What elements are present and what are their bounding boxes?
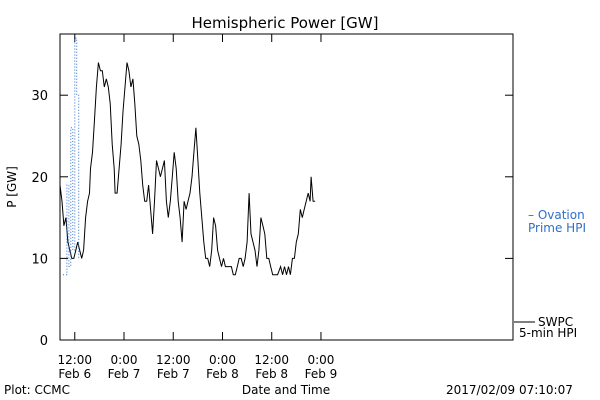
- x-tick-label-date: Feb 7: [108, 367, 141, 381]
- plot-credit: Plot: CCMC: [4, 383, 70, 397]
- x-axis-label: Date and Time: [242, 383, 330, 397]
- y-tick-label: 10: [31, 252, 48, 267]
- y-tick-label: 20: [31, 171, 48, 186]
- y-tick-label: 0: [40, 334, 48, 349]
- x-tick-label-time: 0:00: [209, 353, 236, 367]
- legend-ovation-line1: – Ovation: [528, 208, 585, 222]
- swpc-hpi-line: [59, 62, 316, 276]
- legend-ovation: – Ovation Prime HPI: [528, 208, 586, 235]
- series-layer: [59, 37, 316, 276]
- series-ovation: [63, 37, 80, 276]
- y-axis-label: P [GW]: [5, 166, 19, 208]
- legend-swpc-line1: SWPC: [538, 315, 573, 329]
- x-tick-label-date: Feb 8: [206, 367, 239, 381]
- plot-timestamp: 2017/02/09 07:10:07: [446, 383, 573, 397]
- x-tick-label-time: 0:00: [307, 353, 334, 367]
- legend-swpc: SWPC 5-min HPI: [514, 315, 577, 340]
- chart-title: Hemispheric Power [GW]: [192, 14, 379, 32]
- x-tick-label-time: 12:00: [57, 353, 92, 367]
- x-tick-label-date: Feb 9: [305, 367, 338, 381]
- plot-frame: [59, 33, 514, 341]
- series-swpc: [59, 62, 316, 276]
- x-tick-label-date: Feb 8: [255, 367, 288, 381]
- x-tick-label-time: 12:00: [254, 353, 289, 367]
- y-axis: 0 10 20 30: [31, 89, 513, 349]
- x-tick-label-time: 12:00: [156, 353, 191, 367]
- x-tick-label-date: Feb 6: [58, 367, 91, 381]
- legend-swpc-line2: 5-min HPI: [519, 326, 577, 340]
- x-tick-label-time: 0:00: [111, 353, 138, 367]
- ovation-hpi-line: [63, 37, 80, 276]
- legend-ovation-line2: Prime HPI: [528, 221, 586, 235]
- y-tick-label: 30: [31, 89, 48, 104]
- x-tick-label-date: Feb 7: [157, 367, 190, 381]
